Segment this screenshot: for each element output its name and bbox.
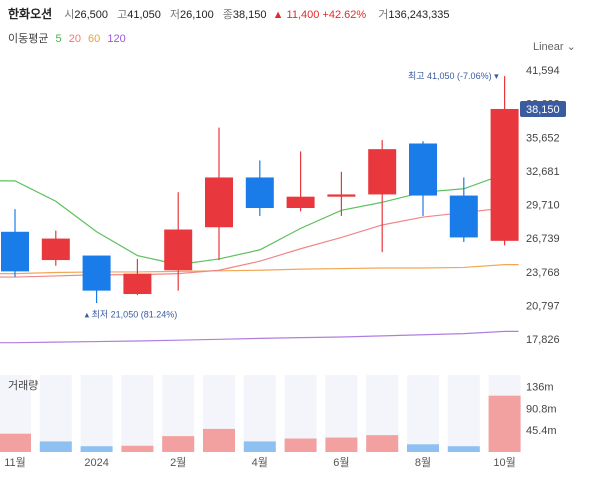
candle-body: [41, 238, 70, 261]
candle: [41, 230, 70, 266]
candle: [409, 141, 437, 216]
volume-tick-label: 45.4m: [526, 425, 557, 437]
x-tick-label: 11월: [4, 456, 26, 469]
volume-bar: [0, 433, 31, 452]
volume-bar: [284, 438, 317, 452]
volume-bar: [39, 441, 72, 452]
close-value: 38,150: [232, 9, 267, 21]
min-price-annotation: ▴ 최저 21,050 (81.24%): [85, 310, 178, 320]
y-tick-label: 35,652: [526, 132, 560, 144]
volume-bar-background: [80, 375, 113, 452]
high-value: 41,050: [127, 9, 161, 21]
volume-bar: [325, 437, 358, 452]
ma60-line: [0, 263, 519, 275]
candle-body: [409, 143, 437, 196]
ma120-label: 120: [107, 33, 126, 45]
candle-body: [245, 177, 274, 209]
candle: [490, 76, 519, 246]
y-tick-label: 29,710: [526, 200, 560, 212]
candle-body: [205, 177, 233, 228]
y-tick-label: 20,797: [526, 300, 560, 312]
max-price-annotation: 최고 41,050 (-7.06%) ▾: [408, 71, 499, 81]
candle: [286, 151, 315, 212]
high-label: 고: [117, 9, 128, 21]
volume-bar: [121, 445, 154, 452]
candle: [164, 192, 193, 291]
volume-tick-label: 136m: [526, 382, 554, 394]
change-value: ▲ 11,400 +42.62%: [272, 9, 367, 21]
volume-bar-background: [447, 375, 480, 452]
scale-toggle-button[interactable]: Linear ⌄: [533, 41, 576, 53]
candle: [449, 177, 478, 242]
volume-bar-background: [407, 375, 439, 452]
candle: [368, 140, 397, 253]
volume-bar: [447, 446, 480, 452]
candle: [327, 171, 356, 216]
ma5-label: 5: [55, 33, 62, 45]
ma60-label: 60: [88, 33, 101, 45]
x-tick-label: 10월: [493, 456, 515, 469]
volume-label: 거래량: [8, 379, 38, 392]
volume-bar-background: [121, 375, 154, 452]
x-tick-label: 8월: [415, 456, 431, 469]
ma-legend-title: 이동평균: [8, 33, 49, 45]
ma5-line: [0, 173, 519, 266]
low-label: 저: [169, 9, 181, 21]
open-label: 시: [64, 9, 75, 21]
stock-summary: 한화오션 시26,500 고41,050 저26,100 종38,150 ▲ 1…: [8, 5, 453, 22]
candle-body: [449, 195, 478, 238]
volume-bar: [366, 435, 399, 452]
candle: [205, 127, 233, 261]
ma120-line: [0, 330, 519, 344]
volume-bar: [407, 444, 439, 452]
amount-value: 136,243,335: [388, 9, 450, 21]
volume-bar-background: [39, 375, 72, 452]
y-tick-label: 17,826: [526, 334, 560, 346]
volume-tick-label: 90.8m: [526, 403, 557, 415]
x-tick-label: 6월: [333, 456, 349, 469]
current-price-label: 38,150: [526, 104, 560, 116]
candle-body: [368, 149, 397, 195]
x-tick-label: 2024: [84, 457, 108, 469]
volume-bar: [203, 428, 235, 452]
current-price-tag: [520, 100, 566, 117]
y-tick-label: 23,768: [526, 267, 560, 279]
open-value: 26,500: [74, 9, 109, 21]
candle: [82, 255, 111, 304]
candle-body: [164, 229, 193, 271]
candle: [1, 209, 29, 278]
volume-bar: [80, 446, 113, 452]
low-value: 26,100: [180, 9, 214, 21]
y-tick-label: 41,594: [526, 65, 560, 77]
amount-label: 거: [378, 9, 389, 21]
candle-body: [490, 108, 519, 241]
volume-bar: [488, 395, 521, 452]
candle-body: [123, 273, 152, 295]
volume-bar: [162, 436, 195, 452]
close-label: 종: [222, 9, 233, 21]
ma20-label: 20: [68, 33, 81, 45]
candle-body: [82, 255, 111, 291]
candle-body: [327, 194, 356, 197]
stock-name: 한화오션: [8, 7, 53, 21]
y-tick-label: 26,739: [526, 233, 560, 245]
candle-body: [286, 196, 315, 209]
y-tick-label: 32,681: [526, 166, 560, 178]
volume-bar: [243, 441, 276, 452]
candle: [123, 258, 152, 296]
x-tick-label: 2월: [170, 456, 186, 469]
moving-average-legend[interactable]: 이동평균 5 20 60 120: [8, 30, 130, 46]
candle: [245, 160, 274, 216]
candle-body: [1, 231, 29, 272]
volume-bar-background: [243, 375, 276, 452]
x-tick-label: 4월: [252, 456, 268, 469]
